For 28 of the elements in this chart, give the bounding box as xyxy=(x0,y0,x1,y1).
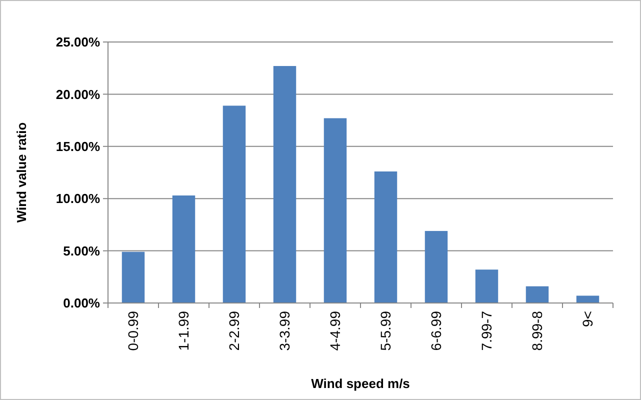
bar xyxy=(273,66,296,303)
x-tick-label: 2-2.99 xyxy=(226,310,242,351)
y-tick-label: 15.00% xyxy=(56,138,100,154)
bar xyxy=(172,195,196,303)
y-tick-label: 25.00% xyxy=(56,34,100,50)
x-tick-label: 0-0.99 xyxy=(125,310,142,351)
y-tick-label: 0.00% xyxy=(63,296,100,311)
bar xyxy=(424,230,448,303)
x-tick-label: 6-6.99 xyxy=(428,310,444,351)
x-tick-label: 8.99-8 xyxy=(529,310,546,351)
y-tick-label: 20.00% xyxy=(56,86,100,102)
x-tick-label: 3-3.99 xyxy=(276,310,293,351)
bar xyxy=(576,296,600,303)
y-axis-title: Wind value ratio xyxy=(14,122,29,223)
x-tick-label: 1-1.99 xyxy=(176,310,192,351)
x-tick-label: 4-4.99 xyxy=(327,310,344,351)
bar xyxy=(374,171,398,303)
x-tick-label: 7.99-7 xyxy=(478,310,495,351)
x-tick-label: 9< xyxy=(580,311,596,327)
bar xyxy=(324,118,347,303)
bar xyxy=(222,106,246,303)
y-tick-label: 10.00% xyxy=(56,191,100,206)
bar xyxy=(526,286,549,303)
x-tick-label: 5-5.99 xyxy=(378,310,394,351)
bar xyxy=(475,270,498,303)
x-axis-title: Wind speed m/s xyxy=(311,376,410,391)
y-tick-label: 5.00% xyxy=(63,243,100,258)
bar xyxy=(122,252,145,303)
